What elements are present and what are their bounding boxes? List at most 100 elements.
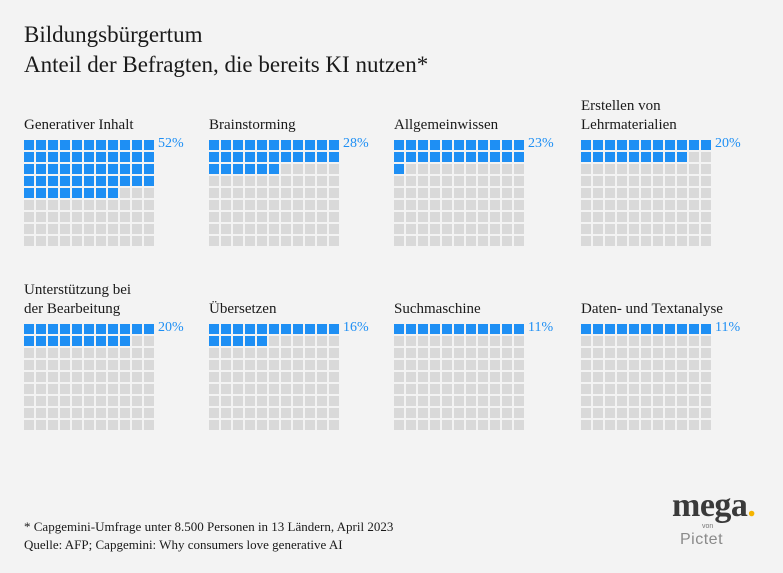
waffle-cell-empty [466,384,476,394]
waffle-cell-empty [514,372,524,382]
waffle-cell-empty [466,336,476,346]
waffle-cell-empty [72,408,82,418]
waffle-cell-empty [418,224,428,234]
waffle-cell-filled [96,140,106,150]
waffle-cell-empty [430,188,440,198]
waffle-cell-filled [317,140,327,150]
waffle-cell-filled [48,336,58,346]
waffle-cell-filled [72,140,82,150]
waffle-cell-filled [305,140,315,150]
waffle-cell-empty [689,236,699,246]
waffle-cell-empty [629,200,639,210]
waffle-cell-empty [132,372,142,382]
waffle-cell-empty [430,360,440,370]
waffle-cell-empty [406,360,416,370]
waffle-cell-empty [144,372,154,382]
waffle-panel: Suchmaschine 11% [394,253,574,433]
waffle-cell-filled [478,152,488,162]
waffle-cell-empty [593,348,603,358]
waffle-cell-filled [48,152,58,162]
waffle-cell-empty [305,224,315,234]
waffle-cell-empty [36,200,46,210]
waffle-cell-filled [72,176,82,186]
waffle-cell-empty [689,384,699,394]
waffle-cell-empty [257,384,267,394]
waffle-cell-empty [442,236,452,246]
waffle-cell-empty [48,408,58,418]
waffle-cell-empty [593,164,603,174]
waffle-cell-empty [281,396,291,406]
waffle-cell-empty [677,384,687,394]
waffle-cell-empty [209,408,219,418]
waffle-cell-empty [418,176,428,186]
waffle-cell-filled [653,324,663,334]
waffle-cell-empty [317,372,327,382]
waffle-cell-filled [72,164,82,174]
waffle-cell-empty [84,200,94,210]
waffle-cell-filled [84,164,94,174]
waffle-cell-empty [221,200,231,210]
waffle-cell-empty [418,188,428,198]
waffle-cell-filled [209,152,219,162]
waffle-cell-empty [430,224,440,234]
waffle-cell-empty [442,396,452,406]
waffle-cell-empty [502,348,512,358]
waffle-cell-empty [478,164,488,174]
waffle-cell-filled [689,140,699,150]
waffle-cell-empty [605,348,615,358]
waffle-cell-empty [665,360,675,370]
waffle-cell-empty [581,212,591,222]
waffle-cell-empty [605,236,615,246]
waffle-cell-empty [593,408,603,418]
panel-label-line: Allgemeinwissen [394,117,499,133]
waffle-cell-filled [36,152,46,162]
waffle-cell-empty [641,224,651,234]
waffle-cell-empty [617,212,627,222]
waffle-cell-empty [689,188,699,198]
waffle-cell-filled [60,164,70,174]
waffle-cell-empty [490,176,500,186]
waffle-cell-empty [132,212,142,222]
waffle-cell-empty [269,360,279,370]
waffle-cell-empty [490,396,500,406]
waffle-cell-empty [329,396,339,406]
waffle-cell-empty [454,164,464,174]
waffle-cell-empty [24,212,34,222]
waffle-cell-empty [605,336,615,346]
waffle-cell-empty [442,420,452,430]
waffle-cell-empty [617,164,627,174]
waffle-cell-empty [665,176,675,186]
waffle-cell-empty [132,420,142,430]
value-label: 11% [528,320,554,335]
waffle-cell-empty [293,372,303,382]
waffle-cell-filled [96,176,106,186]
waffle-cell-empty [36,408,46,418]
waffle-cell-filled [84,336,94,346]
waffle-cell-empty [48,360,58,370]
waffle-cell-empty [394,188,404,198]
waffle-cell-filled [701,324,711,334]
waffle-cell-empty [689,176,699,186]
waffle-cell-empty [84,408,94,418]
waffle-cell-empty [36,384,46,394]
waffle-cell-empty [257,212,267,222]
waffle-cell-empty [245,420,255,430]
waffle-cell-filled [653,140,663,150]
waffle-cell-empty [48,224,58,234]
waffle-cell-empty [454,176,464,186]
waffle-cell-filled [406,324,416,334]
waffle-cell-empty [641,372,651,382]
waffle-cell-empty [617,348,627,358]
waffle-cell-empty [317,360,327,370]
waffle-cell-empty [293,420,303,430]
waffle-cell-empty [305,212,315,222]
waffle-cell-empty [593,420,603,430]
waffle-cell-filled [629,152,639,162]
waffle-cell-filled [269,140,279,150]
waffle-cell-empty [466,164,476,174]
waffle-cell-empty [454,224,464,234]
waffle-cell-empty [329,236,339,246]
waffle-cell-filled [36,176,46,186]
waffle-cell-empty [233,384,243,394]
waffle-cell-filled [233,336,243,346]
